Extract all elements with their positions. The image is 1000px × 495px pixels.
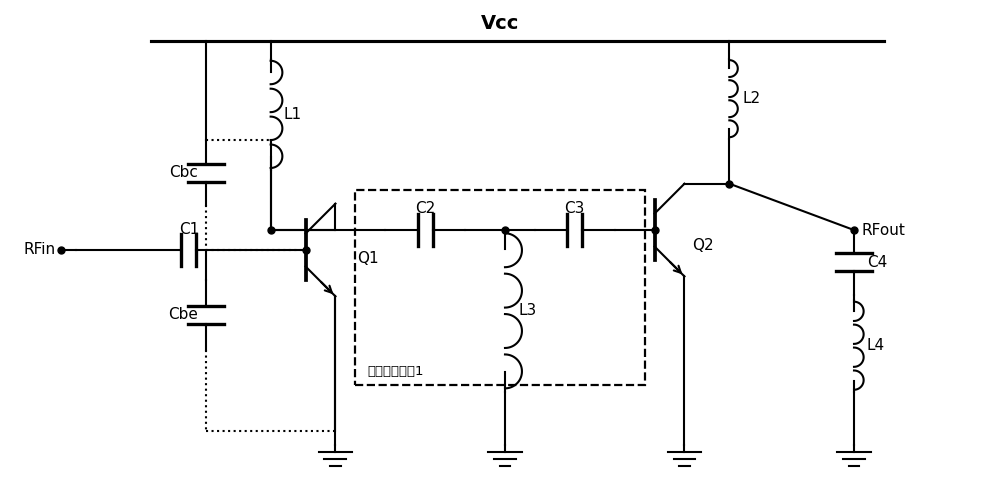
Text: L4: L4: [867, 338, 885, 353]
Text: 级间匹配网络1: 级间匹配网络1: [367, 365, 424, 378]
Text: RFin: RFin: [23, 243, 55, 257]
Text: Q1: Q1: [357, 251, 379, 266]
Text: L3: L3: [519, 303, 537, 318]
Text: C2: C2: [415, 201, 435, 216]
Text: C3: C3: [565, 201, 585, 216]
Text: L2: L2: [742, 91, 760, 106]
Text: Q2: Q2: [692, 238, 714, 252]
Text: RFout: RFout: [862, 223, 906, 238]
Text: Cbc: Cbc: [169, 165, 198, 180]
Text: Cbe: Cbe: [168, 307, 198, 322]
Text: C4: C4: [867, 255, 887, 270]
Text: L1: L1: [284, 107, 302, 122]
Text: C1: C1: [179, 222, 199, 237]
Text: Vcc: Vcc: [481, 13, 519, 33]
Bar: [355, 190, 645, 385]
